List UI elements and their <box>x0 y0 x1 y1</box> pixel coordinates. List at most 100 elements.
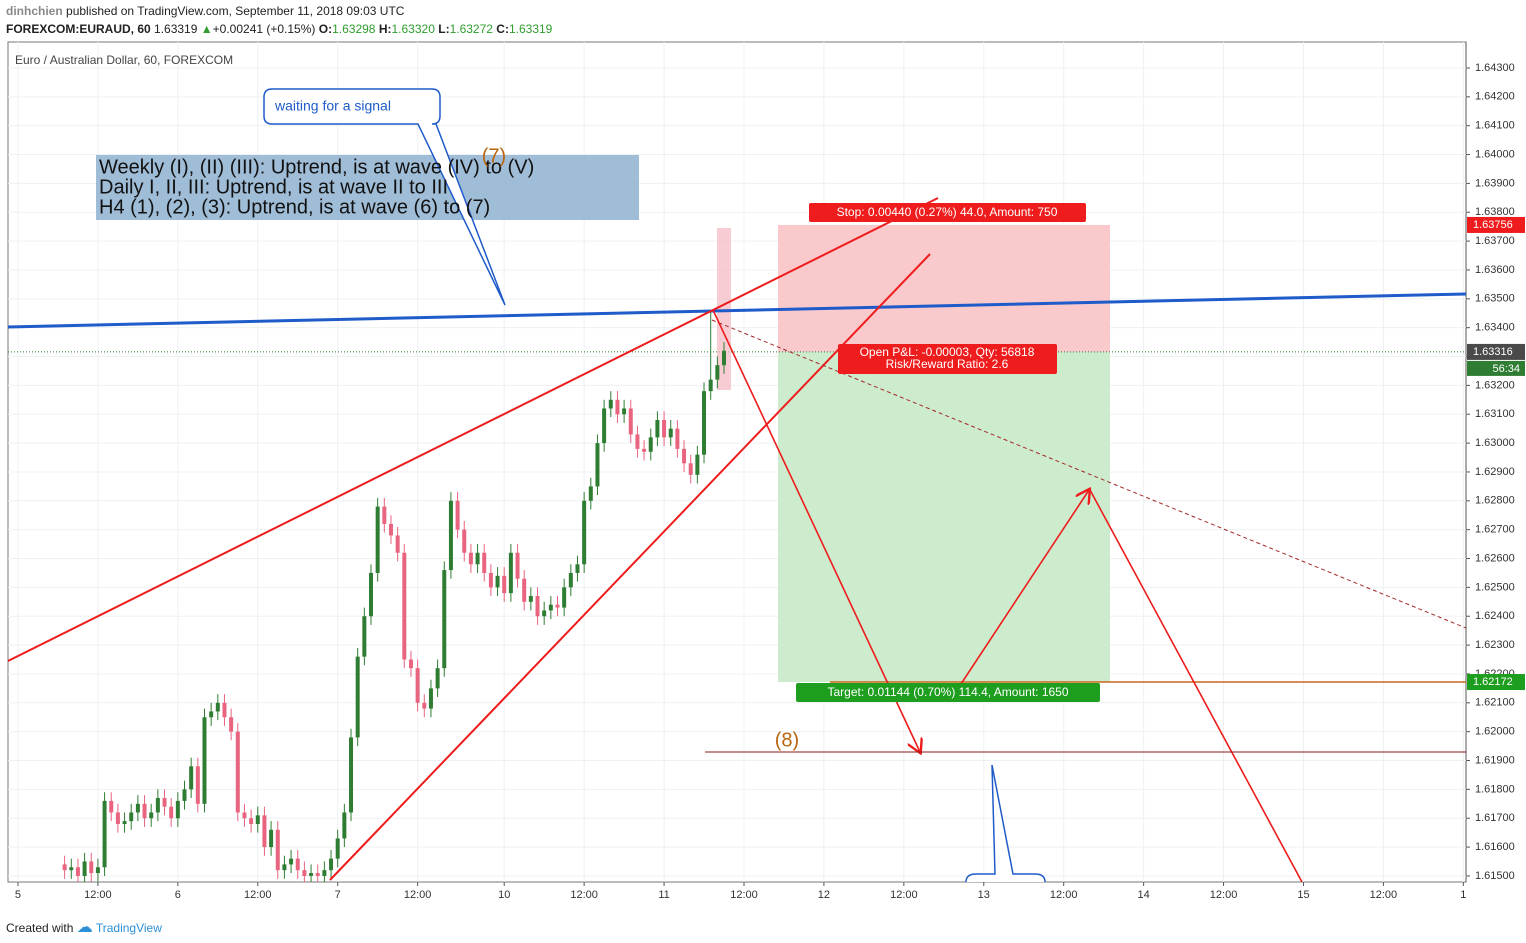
y-tick-label: 1.64200 <box>1475 91 1515 103</box>
candle-body <box>122 821 127 824</box>
candle-body <box>249 818 254 824</box>
candle-body <box>682 448 687 464</box>
x-tick-label: 15 <box>1297 889 1309 900</box>
h-label: H: <box>378 22 392 36</box>
candle-body <box>342 812 347 839</box>
candle-body <box>289 858 294 865</box>
x-tick-label: 12:00 <box>730 889 758 900</box>
candle-body <box>648 437 653 452</box>
y-tick-label: 1.62400 <box>1475 610 1515 622</box>
candle-body <box>428 688 433 709</box>
candle-body <box>82 861 87 876</box>
published: published on TradingView.com, September … <box>66 4 405 18</box>
candle-body <box>528 596 533 602</box>
reward-zone <box>778 351 1110 683</box>
c: 1.63319 <box>508 22 553 36</box>
candle-body <box>662 420 667 438</box>
candle-body <box>675 428 680 449</box>
candle-body <box>475 552 480 565</box>
candle-body <box>275 829 280 871</box>
candle-body <box>502 575 507 594</box>
x-tick-label: 11 <box>658 889 669 900</box>
y-tick-label: 1.63500 <box>1475 293 1515 305</box>
y-tick-label: 1.62900 <box>1475 466 1515 478</box>
candle-body <box>335 838 340 859</box>
candle-body <box>635 434 640 449</box>
x-tick-label: 12 <box>818 889 830 900</box>
x-tick-label: 1 <box>1460 889 1466 900</box>
candle-body <box>695 454 700 475</box>
x-tick-label: 6 <box>175 889 181 900</box>
callout-text: waiting for a signal <box>274 98 391 114</box>
candle-body <box>608 399 613 409</box>
y-tick-label: 1.62800 <box>1475 495 1515 507</box>
candle-body <box>95 867 100 874</box>
callout-bottom <box>965 764 1046 882</box>
candle-body <box>642 448 647 452</box>
candle-body <box>189 766 194 790</box>
wave-label: (8) <box>775 729 799 751</box>
resistance-line <box>8 292 1466 329</box>
c-label: C: <box>496 22 509 36</box>
candle-body <box>89 861 94 874</box>
y-tick-label: 1.63200 <box>1475 379 1515 391</box>
y-tick-label: 1.61700 <box>1475 812 1515 824</box>
x-tick-label: 12:00 <box>890 889 918 900</box>
candle-body <box>155 798 160 813</box>
y-tick-label: 1.63000 <box>1475 437 1515 449</box>
countdown: 56:34 <box>1492 363 1520 375</box>
candle-body <box>462 529 467 553</box>
y-tick-label: 1.63700 <box>1475 235 1515 247</box>
candle-body <box>235 731 240 813</box>
candle-body <box>415 668 420 703</box>
candles <box>62 310 727 882</box>
y-tick-label: 1.64300 <box>1475 62 1515 74</box>
candle-body <box>582 500 587 565</box>
y-tick-label: 1.63100 <box>1475 408 1515 420</box>
position-labels: Stop: 0.00440 (0.27%) 44.0, Amount: 750 … <box>796 203 1100 702</box>
y-tick-label: 1.62500 <box>1475 581 1515 593</box>
y-tick-label: 1.61500 <box>1475 870 1515 882</box>
publish-line: dinhchien published on TradingView.com, … <box>6 4 404 18</box>
wave-line <box>1089 489 1303 882</box>
candle-body <box>322 870 327 876</box>
o-label: O: <box>318 22 333 36</box>
candle-body <box>355 656 360 738</box>
pnl-bg <box>838 344 1057 374</box>
candle-body <box>222 702 227 718</box>
channel-upper <box>8 197 939 662</box>
candle-body <box>162 798 167 807</box>
candle-body <box>508 552 513 594</box>
candle-body <box>595 443 600 487</box>
x-tick-label: 5 <box>15 889 21 900</box>
candle-body <box>568 572 573 588</box>
candle-body <box>435 668 440 689</box>
candle-body <box>295 858 300 871</box>
note-line: Weekly (I), (II) (III): Uptrend, is at w… <box>99 156 534 178</box>
up-icon: ▲ <box>200 22 213 36</box>
candle-body <box>229 717 234 732</box>
target-label: Target: 0.01144 (0.70%) 114.4, Amount: 1… <box>827 685 1068 699</box>
candle-body <box>522 578 527 602</box>
y-tick-label: 1.61600 <box>1475 841 1515 853</box>
last-price-bg <box>1467 343 1525 360</box>
candle-body <box>182 789 187 801</box>
candle-body <box>715 365 720 380</box>
x-tick-label: 10 <box>498 889 510 900</box>
note-box <box>96 155 639 220</box>
y-tick-label: 1.63600 <box>1475 264 1515 276</box>
x-tick-label: 12:00 <box>244 889 272 900</box>
position-tool[interactable] <box>8 224 1466 683</box>
candle-body <box>262 815 267 848</box>
brand[interactable]: TradingView <box>95 921 162 935</box>
y-tick-label: 1.63400 <box>1475 322 1515 334</box>
candle-body <box>329 858 334 871</box>
candle-body <box>269 829 274 848</box>
y-tick-label: 1.64000 <box>1475 148 1515 160</box>
last: 1.63319 <box>154 22 198 36</box>
author[interactable]: dinhchien <box>6 4 63 18</box>
y-tick-label: 1.62100 <box>1475 697 1515 709</box>
candle-body <box>555 604 560 608</box>
candle-body <box>309 873 314 876</box>
